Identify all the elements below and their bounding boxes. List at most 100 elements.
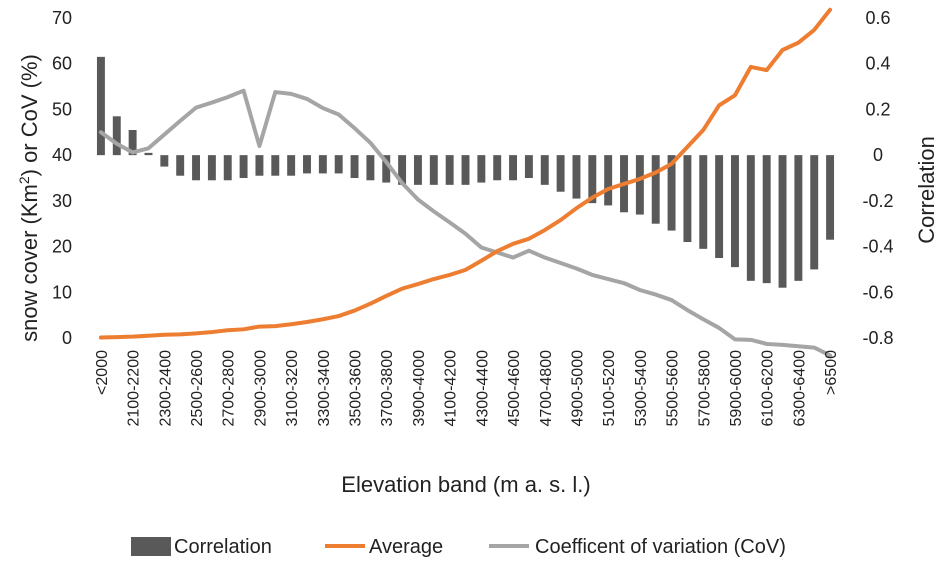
correlation-bar <box>112 116 121 156</box>
y-axis-right-title: Correlation <box>914 136 939 244</box>
correlation-bar <box>524 155 533 178</box>
correlation-bar <box>493 155 502 181</box>
x-tick-label: 3300-3400 <box>316 350 333 427</box>
correlation-bar <box>635 155 644 215</box>
x-tick-label: 5900-6000 <box>728 350 745 427</box>
x-tick-label: 4100-4200 <box>443 350 460 427</box>
correlation-bar <box>144 152 153 156</box>
correlation-bar <box>398 155 407 185</box>
correlation-bar <box>477 155 486 183</box>
correlation-bar <box>556 155 565 192</box>
correlation-bar <box>667 155 676 231</box>
y-left-tick-label: 60 <box>52 54 72 74</box>
correlation-bar <box>699 155 708 249</box>
correlation-bar <box>96 56 105 156</box>
correlation-bar <box>683 155 692 242</box>
y-right-tick-label: 0.6 <box>865 8 890 28</box>
correlation-bar <box>810 155 819 270</box>
x-tick-label: 5700-5800 <box>696 350 713 427</box>
left-axis-ticks: 0 10 20 30 40 50 60 70 <box>52 8 72 348</box>
correlation-bar <box>382 155 391 183</box>
y-left-tick-label: 70 <box>52 8 72 28</box>
x-tick-label: 5500-5600 <box>665 350 682 427</box>
correlation-bar <box>572 155 581 199</box>
x-tick-label: 2700-2800 <box>221 350 238 427</box>
average-line <box>98 7 833 340</box>
x-tick-label: 3900-4000 <box>411 350 428 427</box>
x-tick-label: 5100-5200 <box>601 350 618 427</box>
x-tick-label: 4500-4600 <box>506 350 523 427</box>
x-tick-label: 3700-3800 <box>379 350 396 427</box>
y-left-tick-label: 50 <box>52 99 72 119</box>
correlation-bar <box>778 155 787 288</box>
y-left-tick-label: 40 <box>52 145 72 165</box>
correlation-bar <box>413 155 422 185</box>
correlation-bar <box>223 155 232 181</box>
correlation-bar <box>271 155 280 176</box>
legend: Correlation Average Coefficent of variat… <box>131 536 786 558</box>
x-axis-title: Elevation band (m a. s. l.) <box>341 472 590 497</box>
correlation-bar <box>192 155 200 181</box>
x-tick-label: 2900-3000 <box>252 350 269 427</box>
y-left-tick-label: 10 <box>52 282 72 302</box>
y-axis-left-title: snow cover (Km2) or CoV (%) <box>16 54 42 342</box>
legend-swatch-correlation <box>131 537 171 556</box>
x-tick-label: 5300-5400 <box>633 350 650 427</box>
y-left-tick-label: 0 <box>62 328 72 348</box>
correlation-bar <box>334 155 343 174</box>
correlation-bar <box>207 155 216 181</box>
x-tick-label: 4900-5000 <box>569 350 586 427</box>
correlation-bar <box>287 155 296 176</box>
y-left-tick-label: 30 <box>52 191 72 211</box>
correlation-bar <box>429 155 438 185</box>
x-tick-label: 4700-4800 <box>538 350 555 427</box>
correlation-bar <box>176 155 185 176</box>
correlation-bar <box>445 155 454 185</box>
correlation-bar <box>366 155 375 181</box>
y-right-tick-label: 0.2 <box>865 99 890 119</box>
correlation-bar <box>746 155 755 281</box>
x-tick-label: 6300-6400 <box>791 350 808 427</box>
correlation-bar <box>255 155 264 176</box>
y-right-tick-label: 0.4 <box>865 54 890 74</box>
x-tick-label: 3500-3600 <box>348 350 365 427</box>
correlation-bar <box>794 155 803 281</box>
x-tick-label: 6100-6200 <box>760 350 777 427</box>
correlation-bar <box>651 155 660 224</box>
correlation-bar <box>160 155 169 167</box>
y-right-tick-label: -0.4 <box>862 237 893 257</box>
y-right-tick-label: -0.2 <box>862 191 893 211</box>
correlation-bars <box>96 56 835 288</box>
x-tick-label: <2000 <box>94 350 111 395</box>
legend-label-cov: Coefficent of variation (CoV) <box>535 536 786 558</box>
correlation-bar <box>604 155 613 206</box>
legend-label-correlation: Correlation <box>174 536 272 558</box>
correlation-bar <box>239 155 248 178</box>
correlation-bar <box>715 155 724 258</box>
correlation-bar <box>461 155 470 185</box>
cov-line <box>98 88 833 358</box>
x-tick-label: 2100-2200 <box>126 350 143 427</box>
legend-label-average: Average <box>369 536 443 558</box>
y-right-tick-label: -0.6 <box>862 282 893 302</box>
correlation-bar <box>350 155 359 178</box>
correlation-bar <box>826 155 835 240</box>
correlation-bar <box>731 155 739 268</box>
y-right-tick-label: -0.8 <box>862 328 893 348</box>
correlation-bar <box>303 155 311 174</box>
correlation-bar <box>318 155 327 174</box>
correlation-bar <box>509 155 518 181</box>
x-tick-label: 2300-2400 <box>157 350 174 427</box>
x-tick-label: >6500 <box>823 350 840 395</box>
correlation-bar <box>762 155 771 284</box>
series-lines <box>98 7 833 358</box>
correlation-bar <box>588 155 597 204</box>
correlation-bar <box>128 130 137 156</box>
x-tick-label: 4300-4400 <box>474 350 491 427</box>
y-right-tick-label: 0 <box>873 145 883 165</box>
y-left-tick-label: 20 <box>52 237 72 257</box>
x-tick-label: 2500-2600 <box>189 350 206 427</box>
x-axis-ticks: <2000 2100-2200 2300-2400 2500-2600 2700-280… <box>94 350 840 427</box>
correlation-bar <box>540 155 549 185</box>
